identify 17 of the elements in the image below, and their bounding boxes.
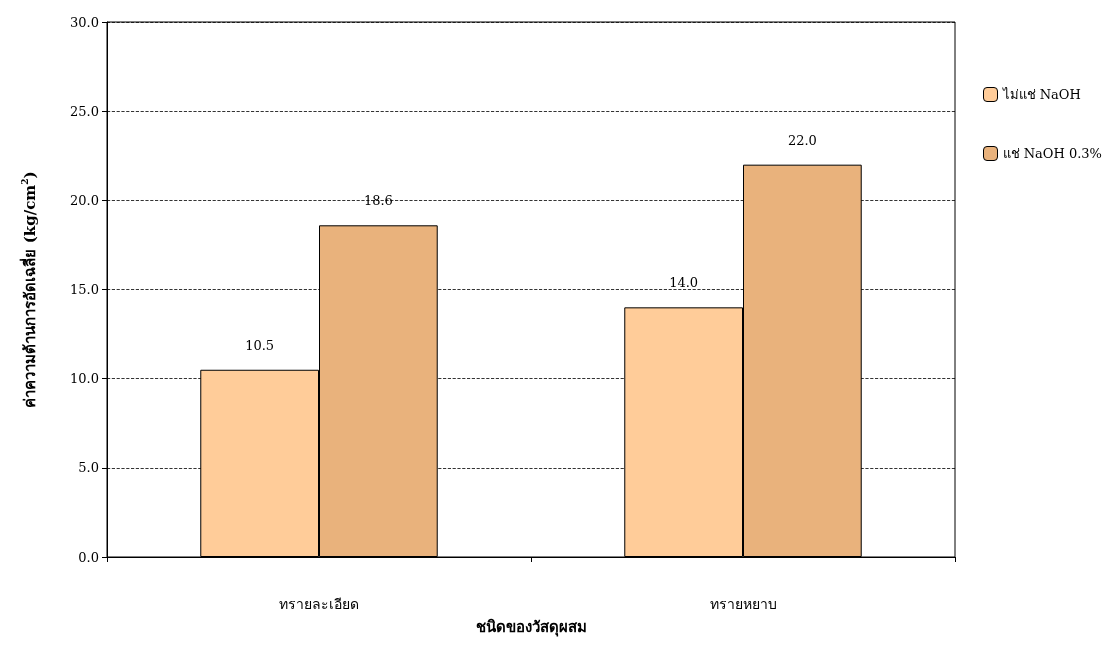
y-tick-label: 10.0 — [70, 371, 99, 387]
data-label: 22.0 — [787, 132, 817, 148]
legend-label: แช่ NaOH 0.3% — [1002, 146, 1102, 161]
y-tick-label: 30.0 — [70, 14, 99, 30]
y-tick-label: 25.0 — [70, 103, 99, 119]
legend-label: ไม่แช่ NaOH — [1001, 87, 1081, 102]
y-axis-title: ค่าความต้านการอัดเฉลี่ย (kg/cm2) — [18, 171, 39, 408]
y-tick-label: 20.0 — [70, 192, 99, 208]
x-tick-label: ทรายหยาบ — [709, 596, 777, 612]
y-tick-label: 5.0 — [78, 460, 99, 476]
x-tick-label: ทรายละเอียด — [279, 596, 359, 612]
y-tick-label: 15.0 — [70, 282, 99, 297]
x-axis-title: ชนิดของวัสดุผสม — [475, 617, 587, 637]
data-label: 18.6 — [363, 193, 393, 209]
y-tick-label: 0.0 — [78, 549, 99, 565]
data-label: 10.5 — [245, 337, 275, 353]
data-label: 14.0 — [669, 275, 699, 291]
